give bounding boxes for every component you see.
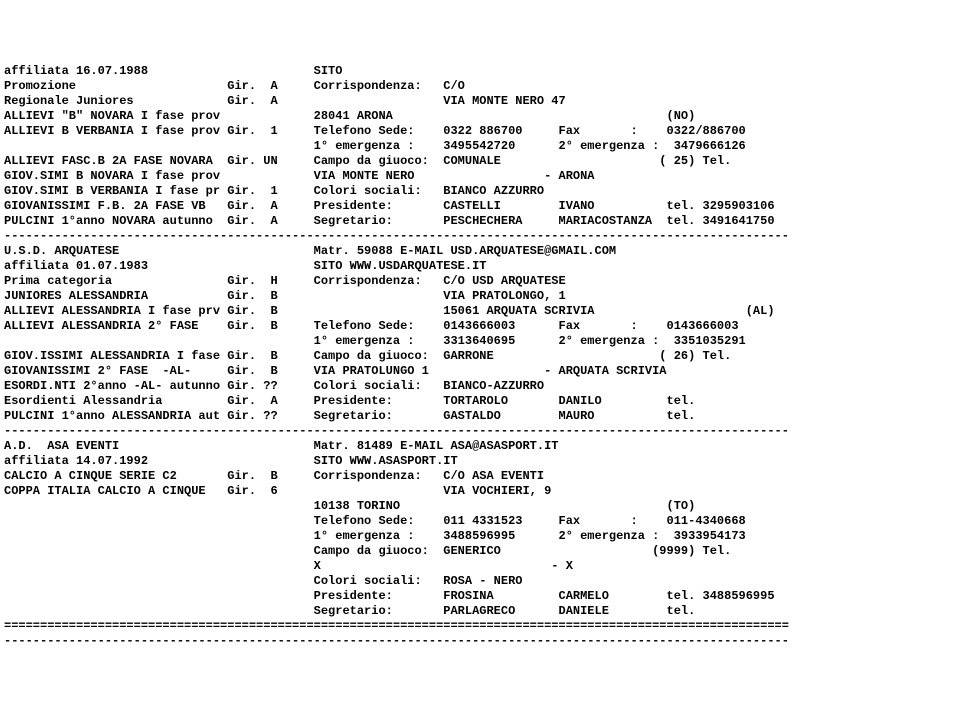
- text-line: GIOVANISSIMI 2° FASE -AL- Gir. B VIA PRA…: [4, 364, 955, 379]
- text-line: JUNIORES ALESSANDRIA Gir. B VIA PRATOLON…: [4, 289, 955, 304]
- text-line: COPPA ITALIA CALCIO A CINQUE Gir. 6 VIA …: [4, 484, 955, 499]
- text-line: GIOV.ISSIMI ALESSANDRIA I fase Gir. B Ca…: [4, 349, 955, 364]
- text-line: ----------------------------------------…: [4, 634, 955, 649]
- text-line: affiliata 14.07.1992 SITO WWW.ASASPORT.I…: [4, 454, 955, 469]
- text-line: ----------------------------------------…: [4, 424, 955, 439]
- text-line: ALLIEVI FASC.B 2A FASE NOVARA Gir. UN Ca…: [4, 154, 955, 169]
- text-line: PULCINI 1°anno NOVARA autunno Gir. A Seg…: [4, 214, 955, 229]
- text-line: GIOVANISSIMI F.B. 2A FASE VB Gir. A Pres…: [4, 199, 955, 214]
- text-line: Esordienti Alessandria Gir. A Presidente…: [4, 394, 955, 409]
- text-line: 1° emergenza : 3313640695 2° emergenza :…: [4, 334, 955, 349]
- text-line: 1° emergenza : 3495542720 2° emergenza :…: [4, 139, 955, 154]
- text-line: X - X: [4, 559, 955, 574]
- text-line: Campo da giuoco: GENERICO (9999) Tel.: [4, 544, 955, 559]
- text-line: ALLIEVI ALESSANDRIA 2° FASE Gir. B Telef…: [4, 319, 955, 334]
- text-line: CALCIO A CINQUE SERIE C2 Gir. B Corrispo…: [4, 469, 955, 484]
- text-line: affiliata 16.07.1988 SITO: [4, 64, 955, 79]
- text-line: ESORDI.NTI 2°anno -AL- autunno Gir. ?? C…: [4, 379, 955, 394]
- text-line: Colori sociali: ROSA - NERO: [4, 574, 955, 589]
- text-line: affiliata 01.07.1983 SITO WWW.USDARQUATE…: [4, 259, 955, 274]
- text-line: 1° emergenza : 3488596995 2° emergenza :…: [4, 529, 955, 544]
- text-line: Presidente: FROSINA CARMELO tel. 3488596…: [4, 589, 955, 604]
- text-line: PULCINI 1°anno ALESSANDRIA aut Gir. ?? S…: [4, 409, 955, 424]
- text-line: Promozione Gir. A Corrispondenza: C/O: [4, 79, 955, 94]
- text-line: ----------------------------------------…: [4, 229, 955, 244]
- document-body: affiliata 16.07.1988 SITO Promozione Gir…: [4, 64, 955, 649]
- text-line: ALLIEVI B VERBANIA I fase prov Gir. 1 Te…: [4, 124, 955, 139]
- text-line: Segretario: PARLAGRECO DANIELE tel.: [4, 604, 955, 619]
- text-line: ALLIEVI "B" NOVARA I fase prov 28041 ARO…: [4, 109, 955, 124]
- text-line: A.D. ASA EVENTI Matr. 81489 E-MAIL ASA@A…: [4, 439, 955, 454]
- text-line: GIOV.SIMI B NOVARA I fase prov VIA MONTE…: [4, 169, 955, 184]
- text-line: ========================================…: [4, 619, 955, 634]
- text-line: 10138 TORINO (TO): [4, 499, 955, 514]
- text-line: Telefono Sede: 011 4331523 Fax : 011-434…: [4, 514, 955, 529]
- text-line: ALLIEVI ALESSANDRIA I fase prv Gir. B 15…: [4, 304, 955, 319]
- text-line: GIOV.SIMI B VERBANIA I fase pr Gir. 1 Co…: [4, 184, 955, 199]
- text-line: Regionale Juniores Gir. A VIA MONTE NERO…: [4, 94, 955, 109]
- text-line: Prima categoria Gir. H Corrispondenza: C…: [4, 274, 955, 289]
- text-line: U.S.D. ARQUATESE Matr. 59088 E-MAIL USD.…: [4, 244, 955, 259]
